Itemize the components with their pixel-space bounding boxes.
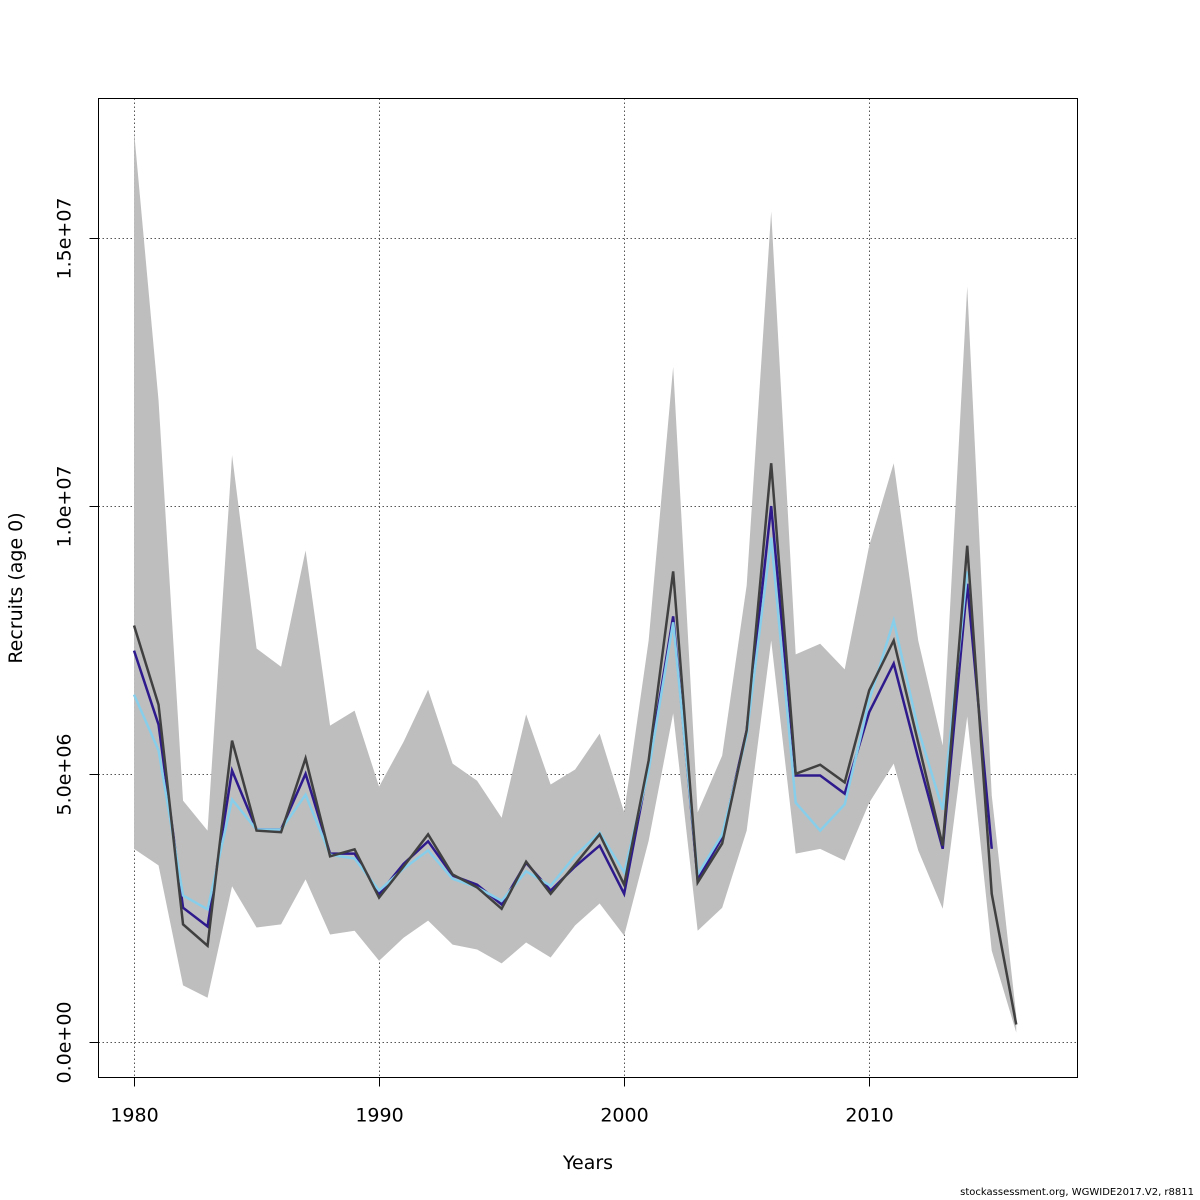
y-axis: 0.0e+00 5.0e+06 1.0e+07 1.5e+07 bbox=[54, 197, 99, 1084]
footer-credit: stockassessment.org, WGWIDE2017.V2, r881… bbox=[960, 1187, 1194, 1198]
y-tick-label: 1.5e+07 bbox=[54, 197, 76, 279]
y-axis-label: Recruits (age 0) bbox=[5, 512, 27, 663]
confidence-band-area bbox=[134, 131, 1017, 1033]
y-tick-label: 0.0e+00 bbox=[54, 1001, 76, 1083]
x-tick-label: 1980 bbox=[110, 1105, 158, 1127]
y-tick-label: 1.0e+07 bbox=[54, 465, 76, 547]
series-lines bbox=[132, 463, 1018, 1025]
x-tick-label: 1990 bbox=[355, 1105, 403, 1127]
x-tick-label: 2010 bbox=[845, 1105, 893, 1127]
series-line-retro-2 bbox=[132, 537, 969, 912]
confidence-band bbox=[134, 131, 1017, 1033]
x-axis-label: Years bbox=[562, 1152, 613, 1174]
y-tick-label: 5.0e+06 bbox=[54, 733, 76, 815]
x-axis: 1980 1990 2000 2010 bbox=[110, 1077, 894, 1127]
x-tick-label: 2000 bbox=[600, 1105, 648, 1127]
plot-frame bbox=[98, 98, 1078, 1078]
series-line-estimate bbox=[132, 463, 1018, 1025]
